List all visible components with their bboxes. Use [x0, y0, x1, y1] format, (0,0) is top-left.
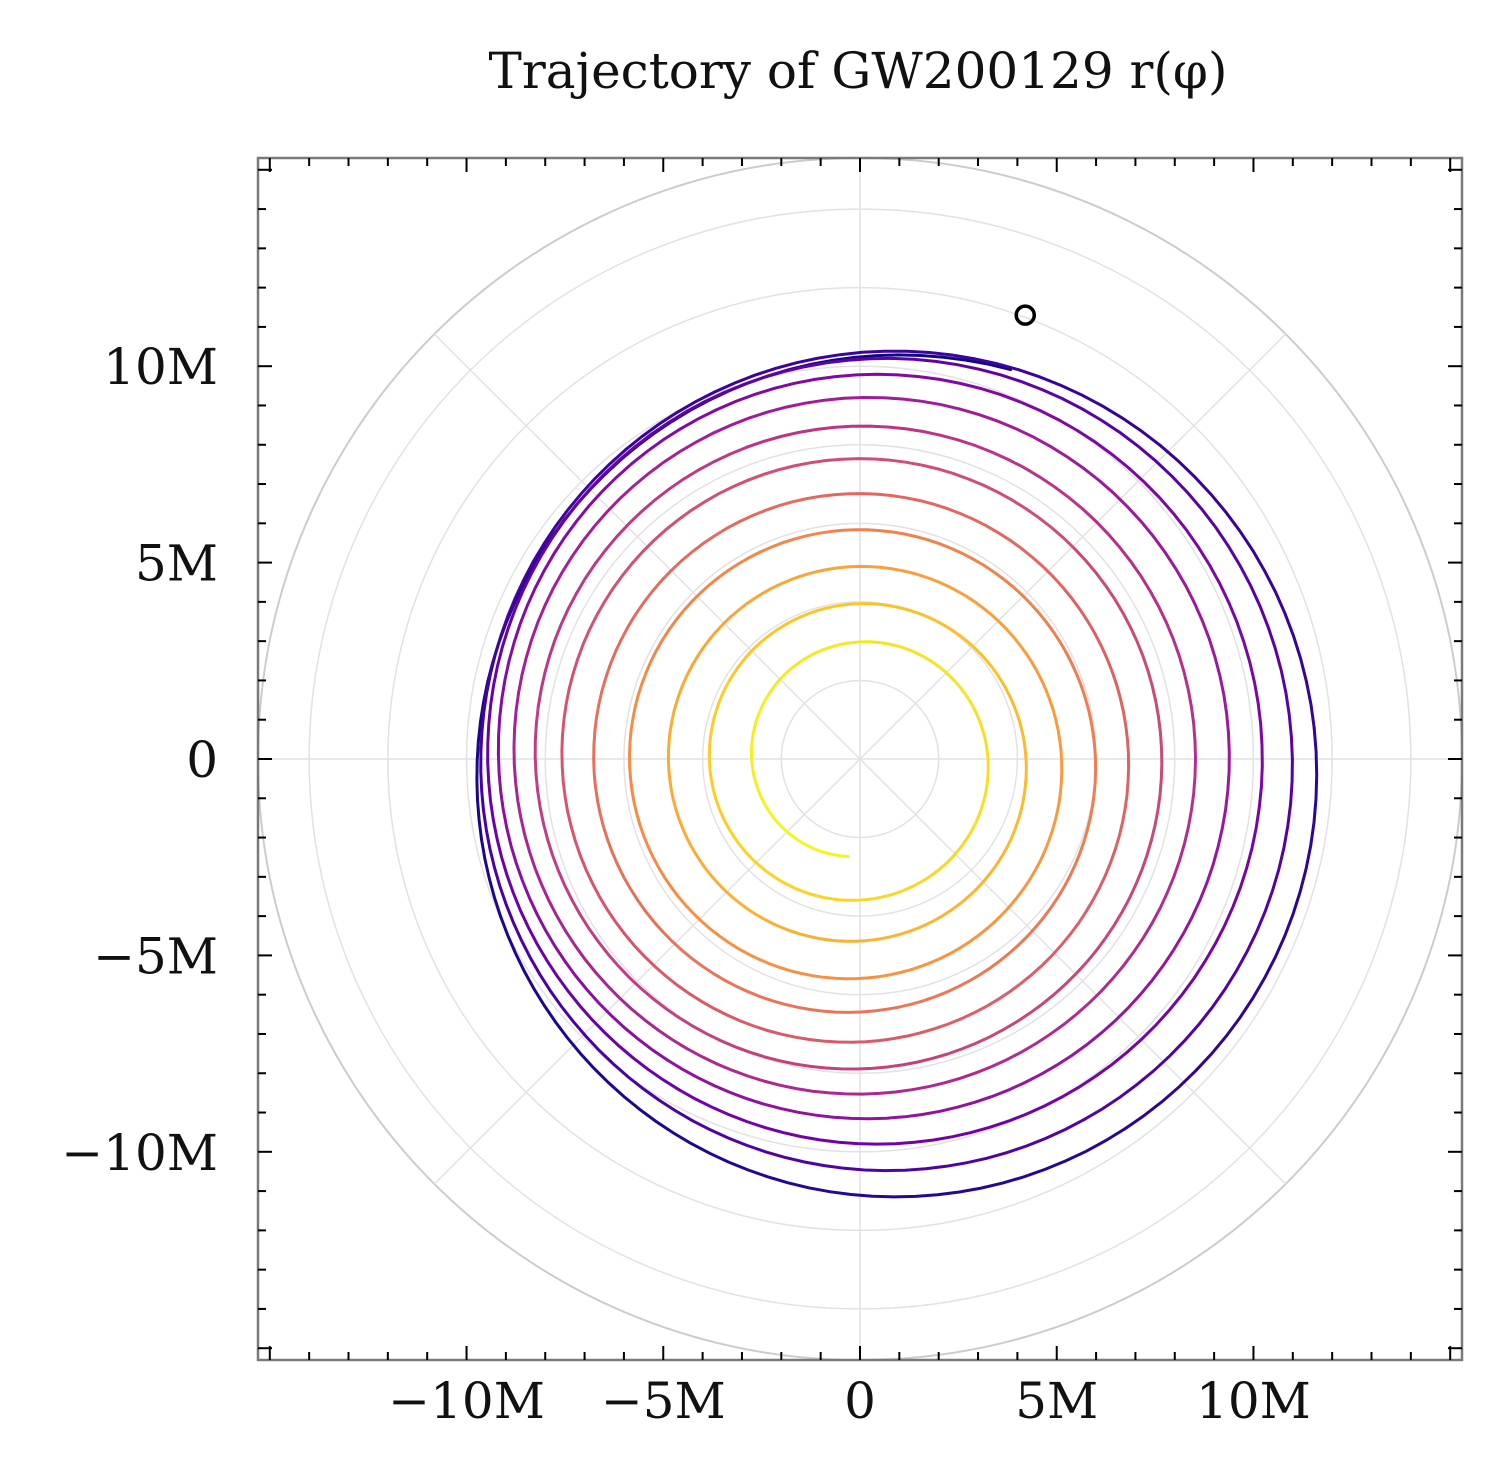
trajectory-segment — [877, 851, 1046, 979]
trajectory-segment — [1061, 585, 1131, 851]
trajectory-segment — [847, 564, 1028, 656]
trajectory-segment — [649, 356, 1065, 436]
trajectory-segment — [604, 497, 809, 680]
trajectory-segment — [1044, 620, 1098, 855]
trajectory-segment — [652, 997, 950, 1071]
y-tick-labels: 10M 5M 0 −5M −10M — [61, 338, 218, 1182]
trajectory-segment — [728, 828, 855, 902]
trajectory-segment — [644, 530, 833, 675]
trajectory-segment — [627, 671, 680, 898]
trajectory-segment — [727, 602, 865, 683]
trajectory-segment — [533, 705, 655, 1001]
polar-grid-spoke — [859, 758, 1287, 1185]
trajectory-segment — [749, 692, 771, 804]
trajectory-segment — [1081, 507, 1198, 829]
trajectory-segment — [592, 676, 665, 933]
x-tick-label: 10M — [1196, 1372, 1311, 1430]
x-tick-label: 0 — [844, 1372, 876, 1430]
trajectory-segment — [677, 1088, 1046, 1146]
trajectory-segment — [861, 844, 1009, 943]
polar-grid-spoke — [433, 758, 861, 1185]
trajectory-segment — [1123, 726, 1319, 1131]
trajectory-segment — [805, 492, 1065, 589]
trajectory-segment — [480, 837, 711, 1155]
trajectory-segment — [496, 752, 669, 1062]
x-tick-label: 5M — [1015, 1372, 1098, 1430]
trajectory-segment — [1075, 429, 1264, 789]
trajectory-segment — [968, 704, 990, 836]
start-point-marker — [1014, 304, 1037, 326]
trajectory-segment — [897, 851, 1082, 1009]
x-tick-labels: −10M −5M 0 5M 10M — [388, 1372, 1311, 1430]
trajectory-segment — [1007, 808, 1228, 1092]
trajectory-segment — [699, 860, 865, 943]
y-tick-label: 5M — [135, 535, 218, 593]
chart-title: Trajectory of GW200129 r(φ) — [489, 42, 1228, 100]
trajectory-segment — [1061, 397, 1294, 761]
trajectory-segment — [761, 800, 850, 858]
start-marker-layer — [1014, 304, 1037, 326]
trajectory-segment — [567, 468, 780, 691]
trajectory-segment — [1024, 652, 1064, 855]
trajectory-segment — [686, 565, 851, 676]
trajectory-segment — [676, 894, 881, 981]
trajectory-segment — [829, 528, 1048, 624]
trajectory-segment — [708, 1127, 1127, 1199]
x-tick-label: −10M — [388, 1372, 545, 1430]
trajectory-segment — [665, 1058, 1011, 1121]
trajectory-segment — [1043, 785, 1263, 1108]
trajectory-segment — [974, 826, 1190, 1075]
trajectory-segment — [653, 964, 924, 1044]
trajectory-segment — [1082, 757, 1294, 1122]
x-tick-label: −5M — [601, 1372, 726, 1430]
trajectory-segment — [487, 780, 681, 1092]
trajectory-segment — [604, 353, 1013, 475]
trajectory-segment — [560, 687, 657, 968]
trajectory-segment — [691, 1118, 1086, 1173]
trajectory-segment — [1082, 466, 1231, 812]
y-tick-label: 10M — [103, 338, 218, 396]
trajectory-segment — [868, 640, 975, 708]
trajectory-segment — [1000, 680, 1028, 848]
y-tick-label: 0 — [186, 731, 218, 789]
trajectory-segment — [861, 602, 1004, 683]
trajectory-segment — [661, 930, 901, 1014]
trajectory-segment — [486, 433, 653, 784]
trajectory-segment — [496, 427, 683, 756]
trajectory-segment — [920, 847, 1117, 1035]
trajectory-segment — [777, 457, 1077, 551]
trajectory-segment — [679, 372, 1079, 432]
trajectory-segment — [666, 672, 703, 864]
trajectory-segment — [745, 424, 1085, 511]
trajectory-segment — [656, 1028, 978, 1096]
trajectory-segment — [624, 349, 1042, 452]
orbit-trajectory — [475, 349, 1319, 1199]
trajectory-segment — [536, 445, 749, 708]
y-tick-label: −5M — [93, 927, 218, 985]
trajectory-segment — [1073, 547, 1164, 843]
trajectory-segment — [482, 808, 695, 1123]
trajectory-segment — [479, 448, 628, 812]
y-tick-label: −10M — [61, 1124, 218, 1182]
trajectory-segment — [851, 832, 972, 902]
trajectory-segment — [711, 395, 1086, 470]
trajectory-segment — [767, 640, 872, 696]
trajectory-segment — [513, 431, 715, 731]
trajectory-segment — [946, 839, 1153, 1056]
axis-ticks — [258, 158, 1462, 1360]
trajectory-segment — [1038, 375, 1316, 730]
polar-grid — [258, 158, 1462, 1360]
trajectory-segment — [512, 727, 660, 1032]
trajectory-segment — [707, 679, 731, 832]
